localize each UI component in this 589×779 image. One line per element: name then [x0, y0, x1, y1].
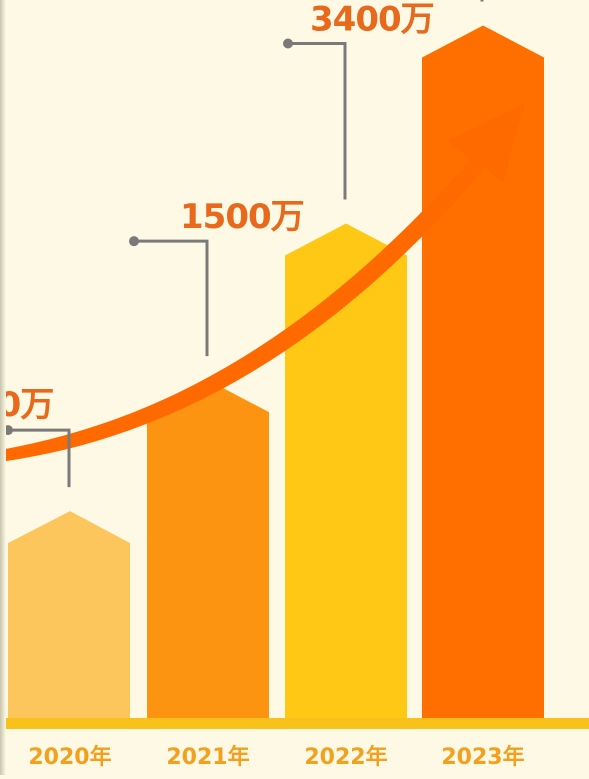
x-tick-label: 2023年: [441, 744, 524, 770]
left-edge-shadow: [0, 0, 6, 775]
x-tick-labels-layer: 2020年 2021年 2022年 2023年: [28, 744, 524, 770]
leader-dot: [283, 38, 293, 49]
value-labels-layer: 00万1500万3400万6900万: [0, 0, 435, 425]
leader-dot: [129, 236, 139, 247]
x-tick-label: 2022年: [304, 744, 387, 770]
bar-2020年: [8, 511, 130, 720]
bar-2021年: [147, 380, 269, 720]
trend-arrow-icon: [0, 103, 525, 462]
leader-line: [134, 239, 209, 357]
value-label: 3400万: [310, 0, 434, 40]
value-label: 00万: [0, 385, 53, 425]
value-label: 1500万: [180, 197, 304, 237]
baseline: [0, 718, 589, 729]
x-tick-label: 2021年: [166, 744, 249, 770]
leader-line: [8, 428, 71, 488]
bar-2022年: [285, 223, 407, 720]
bars-layer: [8, 25, 544, 720]
x-tick-label: 2020年: [28, 744, 111, 770]
leader-line: [288, 42, 347, 200]
